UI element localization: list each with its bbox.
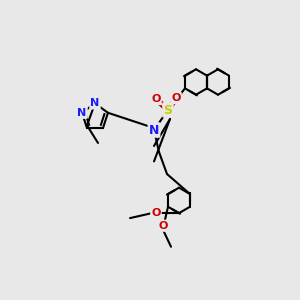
Text: N: N xyxy=(90,98,100,108)
Text: N: N xyxy=(77,108,87,118)
Text: O: O xyxy=(151,208,161,218)
Text: N: N xyxy=(149,124,159,136)
Text: S: S xyxy=(164,103,172,116)
Text: O: O xyxy=(151,94,161,104)
Text: O: O xyxy=(171,93,181,103)
Text: O: O xyxy=(158,221,168,231)
